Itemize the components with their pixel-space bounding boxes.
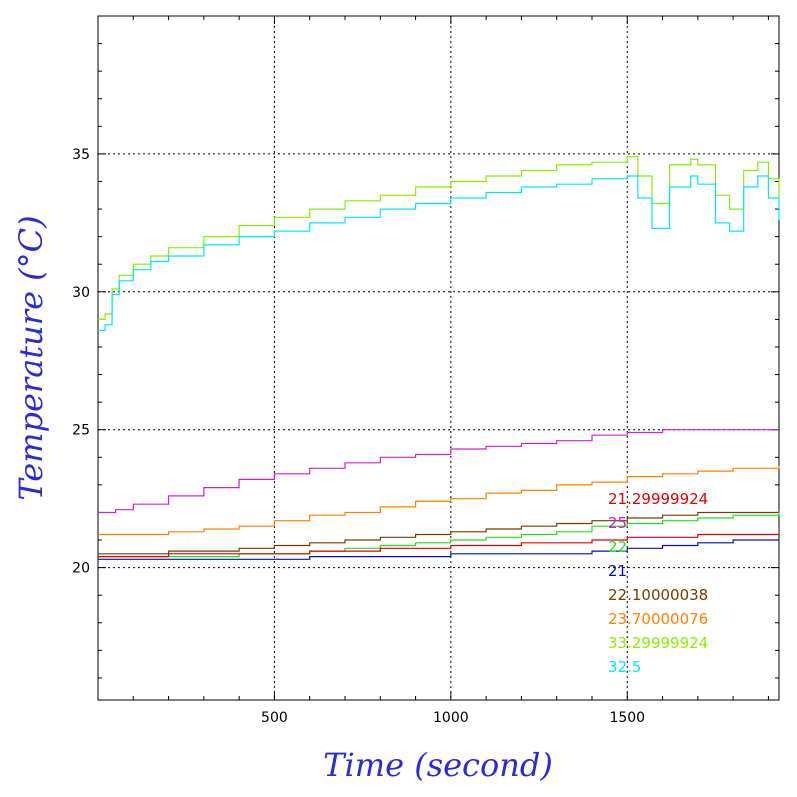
x-tick-label: 1500 [609,710,645,726]
legend-entry: 33.29999924 [608,634,708,652]
legend-entry: 23.70000076 [608,610,708,628]
y-tick-label: 25 [72,423,90,439]
y-tick-label: 35 [72,147,90,163]
legend-entry: 21 [608,562,627,580]
x-tick-label: 1000 [433,710,469,726]
y-tick-label: 20 [72,561,90,577]
series-line-5 [98,509,780,555]
series-group [98,156,780,560]
series-line-3 [98,429,779,514]
series-line-1 [98,156,780,320]
x-axis-title: Time (second) [323,746,553,784]
series-line-7 [98,531,780,558]
y-axis-title: Temperature (°C) [12,215,50,500]
plot-frame [97,15,780,701]
series-line-8 [98,539,779,560]
y-tick-label: 30 [72,285,90,301]
series-line-4 [98,465,780,536]
legend-entry: 32.5 [608,658,641,676]
legend-entry: 22.10000038 [608,586,708,604]
grid [98,16,779,700]
legend-entry: 25 [608,514,627,532]
legend-entry: 21.29999924 [608,490,708,508]
legend: 21.29999924 25 22 21 22.10000038 23.70000076 3… [608,490,708,676]
legend-entry: 22 [608,538,627,556]
x-tick-label: 500 [261,710,288,726]
ticks: 500 1000 1500 20 25 30 35 [72,16,779,726]
series-line-2 [98,175,780,331]
